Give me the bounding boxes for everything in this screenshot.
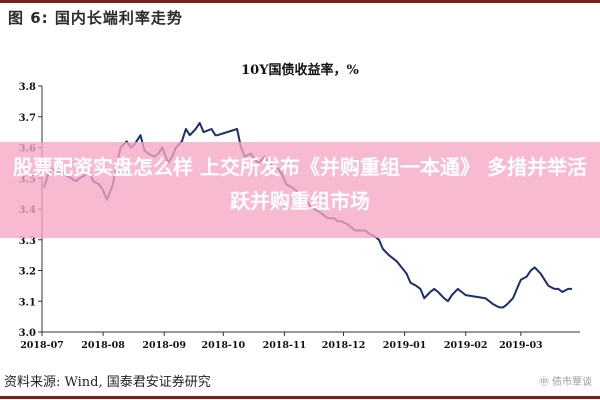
x-tick-label: 2018-12 xyxy=(322,340,366,351)
x-tick-label: 2018-07 xyxy=(20,340,64,351)
x-tick-label: 2018-10 xyxy=(201,340,245,351)
watermark-logo: ㊥ 债市覃谈 xyxy=(538,377,592,388)
y-tick-label: 3.8 xyxy=(19,82,36,93)
chart-title: 10Y国债收益率，% xyxy=(241,62,359,78)
y-tick-label: 3.7 xyxy=(19,113,36,124)
x-tick-label: 2018-08 xyxy=(81,340,125,351)
x-tick-label: 2019-01 xyxy=(383,340,427,351)
x-tick-label: 2019-02 xyxy=(444,340,488,351)
y-tick-label: 3.2 xyxy=(19,267,36,278)
x-tick-label: 2018-09 xyxy=(142,340,186,351)
source-note: 资料来源: Wind, 国泰君安证券研究 xyxy=(4,375,211,390)
figure-header: 图 6: 国内长端利率走势 xyxy=(0,0,600,34)
x-tick-label: 2019-03 xyxy=(499,340,543,351)
y-tick-label: 3.1 xyxy=(19,297,36,308)
overlay-banner-text: 股票配资实盘怎么样 上交所发布《并购重组一本通》 多措并举活跃并购重组市场 xyxy=(13,155,587,213)
figure-title: 图 6: 国内长端利率走势 xyxy=(8,9,183,27)
y-tick-label: 3.0 xyxy=(19,328,36,339)
bottom-rule xyxy=(0,396,600,399)
x-tick-label: 2018-11 xyxy=(263,340,307,351)
overlay-banner xyxy=(0,142,600,238)
y-tick-label: 3.3 xyxy=(19,236,36,247)
